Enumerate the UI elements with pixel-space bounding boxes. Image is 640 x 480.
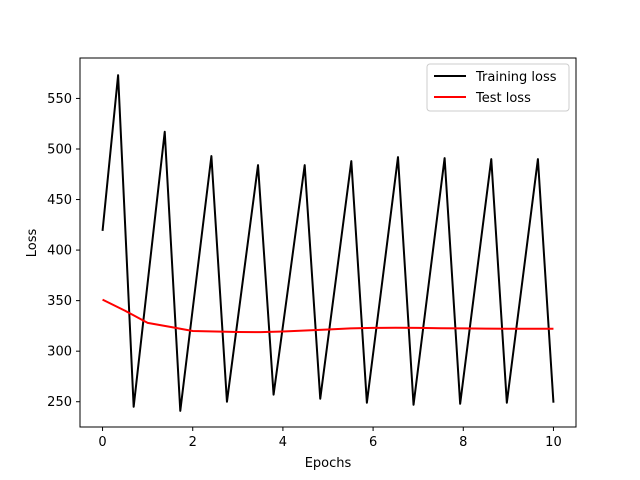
x-tick-label: 0: [98, 435, 106, 450]
legend-label-test-loss: Test loss: [475, 91, 531, 106]
legend: Training loss Test loss: [426, 63, 570, 112]
plot-frame: [79, 57, 577, 428]
series-line-training-loss: [101, 74, 555, 412]
x-tick-label: 8: [459, 435, 467, 450]
x-tick-label: 4: [279, 435, 287, 450]
y-tick-label: 550: [47, 92, 72, 107]
y-tick-label: 450: [47, 193, 72, 208]
series-line-test-loss: [102, 298, 554, 334]
series-layer: [101, 74, 555, 412]
x-axis: 0 2 4 6 8 10: [98, 427, 562, 450]
y-tick-label: 500: [47, 142, 72, 157]
x-axis-label: Epochs: [305, 456, 352, 471]
y-tick-label: 300: [47, 345, 72, 360]
legend-label-training-loss: Training loss: [475, 70, 557, 85]
plot-area: [80, 58, 576, 427]
y-tick-label: 250: [47, 395, 72, 410]
x-tick-label: 6: [369, 435, 377, 450]
y-axis: 250 300 350 400 450 500 550: [47, 92, 80, 410]
y-tick-label: 400: [47, 244, 72, 259]
y-tick-label: 350: [47, 294, 72, 309]
y-axis-label: Loss: [25, 229, 40, 258]
x-tick-label: 10: [545, 435, 562, 450]
x-tick-label: 2: [189, 435, 197, 450]
